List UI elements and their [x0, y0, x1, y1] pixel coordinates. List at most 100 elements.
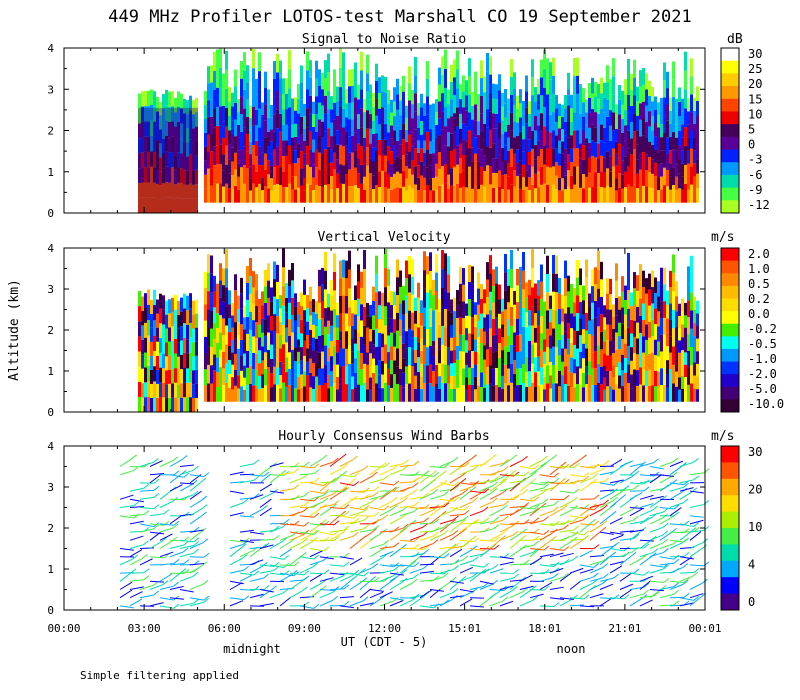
wind-barb [689, 472, 704, 476]
wind-barb [589, 468, 604, 476]
wind-barb [659, 483, 673, 492]
wind-barb-feather [601, 520, 608, 526]
wind-barb-feather [193, 490, 199, 496]
wind-barb [369, 518, 384, 525]
wind-barb [529, 482, 544, 486]
colorbar-label: 5 [748, 123, 755, 137]
wind-barb [379, 508, 393, 517]
wind-barb [539, 576, 554, 582]
wind-barb [599, 514, 612, 525]
wind-barb [269, 541, 283, 549]
wind-barb [519, 599, 534, 607]
wind-barb-feather [401, 527, 407, 533]
wind-barb [289, 556, 302, 566]
wind-barb-feather [553, 602, 560, 607]
wind-barb [619, 498, 632, 508]
wind-barb [619, 572, 632, 582]
wind-barb [259, 492, 273, 500]
wind-barb-feather [353, 569, 360, 575]
wind-barb [419, 605, 434, 609]
wind-barb [399, 492, 413, 500]
wind-barb-feather [153, 458, 159, 463]
wind-barb [159, 597, 174, 601]
wind-barb [359, 500, 373, 508]
wind-barb [499, 534, 514, 541]
colorbar-swatch [721, 560, 739, 578]
wind-barb-feather [433, 518, 440, 524]
wind-barb [159, 490, 172, 500]
wind-barb [609, 491, 623, 500]
wind-barb [479, 501, 493, 508]
wind-barb [469, 463, 484, 467]
wind-barb-feather [553, 478, 560, 483]
wind-barb [589, 464, 604, 467]
wind-barb [529, 459, 543, 467]
wind-barb [149, 460, 163, 467]
wind-barb [369, 597, 382, 607]
wind-barb [559, 509, 573, 517]
wind-barb-feather [312, 562, 318, 568]
wind-barb-feather [382, 514, 389, 519]
wind-barb [269, 526, 284, 533]
wind-barb [289, 534, 304, 541]
wind-barb-feather [352, 455, 358, 461]
wind-barb [429, 576, 444, 582]
wind-barb-feather [300, 552, 307, 557]
wind-barb [659, 507, 674, 510]
wind-barb [549, 508, 563, 517]
wind-barb [289, 531, 304, 535]
wind-barb [149, 472, 164, 476]
wind-barb [509, 480, 524, 484]
wind-barb-feather [263, 471, 270, 477]
wind-barb [649, 588, 662, 599]
wind-barb [579, 466, 594, 469]
wind-barb [519, 498, 534, 502]
wind-barb [629, 593, 644, 599]
wind-barb-feather [633, 515, 639, 521]
wind-barb [329, 564, 344, 567]
wind-barb [299, 566, 313, 574]
wind-barb-feather [162, 580, 169, 585]
wind-barb [589, 503, 604, 508]
wind-barb [179, 545, 194, 549]
wind-barb [349, 519, 364, 525]
wind-barb-feather [583, 513, 590, 519]
wind-barb [259, 602, 274, 607]
wind-barb-feather [572, 496, 578, 502]
wind-barb [179, 483, 193, 492]
wind-barb [329, 588, 345, 590]
wind-barb-feather [312, 529, 318, 535]
wind-barb-feather [240, 543, 247, 549]
colorbar-swatch [721, 593, 739, 611]
wind-barb [449, 548, 463, 558]
wind-barb [269, 522, 285, 525]
wind-barb [459, 549, 473, 558]
wind-barb [339, 482, 354, 487]
wind-barb [409, 521, 424, 525]
wind-barb-feather [392, 596, 399, 602]
velocity-panel-title: Vertical Velocity [317, 230, 450, 245]
wind-barb-feather [340, 510, 347, 516]
wind-barb-feather [393, 480, 400, 486]
y-tick-label: 1 [47, 365, 54, 378]
wind-barb-feather [573, 463, 580, 468]
wind-barb [619, 555, 632, 566]
wind-barb [639, 556, 652, 566]
wind-barb [119, 589, 133, 599]
wind-barb [429, 514, 442, 525]
wind-barb-feather [463, 462, 470, 467]
wind-barb-feather [372, 496, 378, 502]
wind-barb-feather [322, 556, 329, 561]
wind-barb [419, 589, 433, 599]
wind-barb [669, 523, 684, 526]
colorbar-label: 0.2 [748, 292, 770, 306]
wind-barb [129, 487, 144, 492]
colorbar-label: -3 [748, 153, 762, 167]
colorbar-swatch [721, 162, 739, 176]
wind-barb [229, 597, 244, 601]
wind-barb-feather [503, 466, 509, 471]
wind-barb [169, 459, 183, 467]
colorbar-swatch [721, 136, 739, 151]
wind-barb [309, 494, 324, 500]
wind-barb-feather [422, 564, 429, 569]
